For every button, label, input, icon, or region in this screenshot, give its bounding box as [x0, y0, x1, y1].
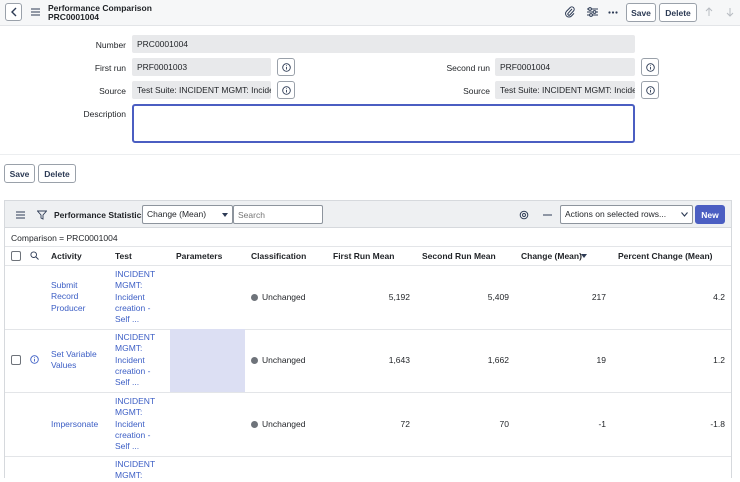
breadcrumb-divider [5, 246, 731, 247]
status-dot-icon [251, 293, 258, 301]
col-test[interactable]: Test [115, 251, 132, 261]
filter-icon[interactable] [36, 208, 48, 221]
second-run-label: Second run [446, 63, 490, 73]
second-run-field[interactable]: PRF0001004 [495, 58, 635, 76]
actions-select[interactable]: Actions on selected rows... [560, 205, 693, 224]
first-run-label: First run [94, 63, 126, 73]
second-run-info-button[interactable] [641, 58, 659, 76]
row2-checkbox[interactable] [11, 355, 21, 365]
row2-preview-info-icon[interactable] [29, 354, 40, 365]
row1-classification: Unchanged [251, 292, 305, 302]
row1-activity[interactable]: Submit Record Producer [51, 280, 86, 313]
number-label: Number [95, 40, 126, 50]
source1-info-button[interactable] [277, 81, 295, 99]
actions-select-value: Actions on selected rows... [565, 209, 667, 219]
more-options-icon[interactable] [606, 5, 620, 19]
row3-first-mean: 72 [400, 419, 410, 429]
arrow-down-icon[interactable] [724, 5, 736, 19]
row1-change: 217 [591, 292, 606, 302]
info-icon [281, 62, 291, 72]
row1-test[interactable]: INCIDENT MGMT: Incident creation - Self … [115, 269, 155, 325]
list-search-input[interactable] [233, 205, 323, 224]
row2-classification-label: Unchanged [262, 355, 306, 365]
row3-percent: -1.8 [710, 419, 725, 429]
chevron-left-icon [10, 7, 16, 17]
source2-field[interactable]: Test Suite: INCIDENT MGMT: Incident [495, 81, 635, 99]
back-button[interactable] [5, 3, 22, 21]
list-title: Performance Statistics [54, 210, 147, 220]
row2-activity[interactable]: Set Variable Values [51, 349, 97, 371]
status-dot-icon [251, 420, 258, 428]
list-menu-icon[interactable] [14, 208, 26, 221]
row3-change: -1 [598, 419, 606, 429]
page-subtitle: PRC0001004 [48, 12, 100, 22]
status-dot-icon [251, 356, 258, 364]
row3-second-mean: 70 [499, 419, 509, 429]
caret-down-icon [222, 213, 228, 217]
col-activity[interactable]: Activity [51, 251, 82, 261]
row-divider [5, 456, 731, 457]
page-title: Performance Comparison [48, 3, 152, 13]
new-button[interactable]: New [695, 205, 725, 224]
header-save-button[interactable]: Save [626, 3, 656, 22]
context-menu-icon[interactable] [29, 5, 41, 19]
source2-label: Source [463, 86, 490, 96]
source2-info-button[interactable] [641, 81, 659, 99]
first-run-info-button[interactable] [277, 58, 295, 76]
row2-change: 19 [596, 355, 606, 365]
list-settings-gear-icon[interactable] [517, 208, 530, 221]
row-divider [5, 329, 731, 330]
row2-second-mean: 1,662 [487, 355, 509, 365]
row-divider [5, 392, 731, 393]
sort-descending-icon[interactable] [581, 254, 587, 258]
collapse-minus-icon[interactable] [541, 208, 554, 221]
search-field-select-value: Change (Mean) [147, 209, 207, 219]
number-field[interactable]: PRC0001004 [132, 35, 635, 53]
list-breadcrumb[interactable]: Comparison = PRC0001004 [11, 233, 118, 243]
source1-field[interactable]: Test Suite: INCIDENT MGMT: Incident [132, 81, 271, 99]
arrow-up-icon[interactable] [703, 5, 715, 19]
row1-classification-label: Unchanged [262, 292, 306, 302]
row4-test[interactable]: INCIDENT MGMT: [115, 459, 155, 481]
row3-classification: Unchanged [251, 419, 305, 429]
col-parameters[interactable]: Parameters [176, 251, 223, 261]
header-divider [5, 265, 731, 266]
col-percent-change-mean[interactable]: Percent Change (Mean) [618, 251, 713, 261]
row2-percent: 1.2 [713, 355, 725, 365]
settings-sliders-icon[interactable] [585, 5, 599, 19]
paperclip-icon[interactable] [563, 5, 577, 19]
search-field-select[interactable]: Change (Mean) [142, 205, 233, 224]
form-delete-button[interactable]: Delete [38, 164, 76, 183]
row3-test[interactable]: INCIDENT MGMT: Incident creation - Self … [115, 396, 155, 452]
row1-second-mean: 5,409 [487, 292, 509, 302]
form-divider [0, 154, 740, 155]
first-run-field[interactable]: PRF0001003 [132, 58, 271, 76]
description-label: Description [83, 109, 126, 119]
col-classification[interactable]: Classification [251, 251, 307, 261]
performance-statistics-list [4, 200, 732, 478]
row2-first-mean: 1,643 [388, 355, 410, 365]
row2-test[interactable]: INCIDENT MGMT: Incident creation - Self … [115, 332, 155, 388]
info-icon [281, 85, 291, 95]
row2-parameters-highlight [170, 329, 245, 392]
source1-label: Source [99, 86, 126, 96]
col-second-run-mean[interactable]: Second Run Mean [422, 251, 496, 261]
description-field[interactable] [132, 104, 635, 143]
row3-classification-label: Unchanged [262, 419, 306, 429]
row1-percent: 4.2 [713, 292, 725, 302]
row2-classification: Unchanged [251, 355, 305, 365]
info-icon [645, 85, 655, 95]
row3-activity[interactable]: Impersonate [51, 419, 99, 429]
form-save-button[interactable]: Save [4, 164, 35, 183]
row1-first-mean: 5,192 [388, 292, 410, 302]
column-search-icon[interactable] [29, 250, 40, 261]
col-change-mean[interactable]: Change (Mean) [521, 251, 582, 261]
select-all-checkbox[interactable] [11, 251, 21, 261]
col-first-run-mean[interactable]: First Run Mean [333, 251, 395, 261]
chevron-down-icon [681, 212, 688, 217]
header-delete-button[interactable]: Delete [659, 3, 697, 22]
info-icon [645, 62, 655, 72]
